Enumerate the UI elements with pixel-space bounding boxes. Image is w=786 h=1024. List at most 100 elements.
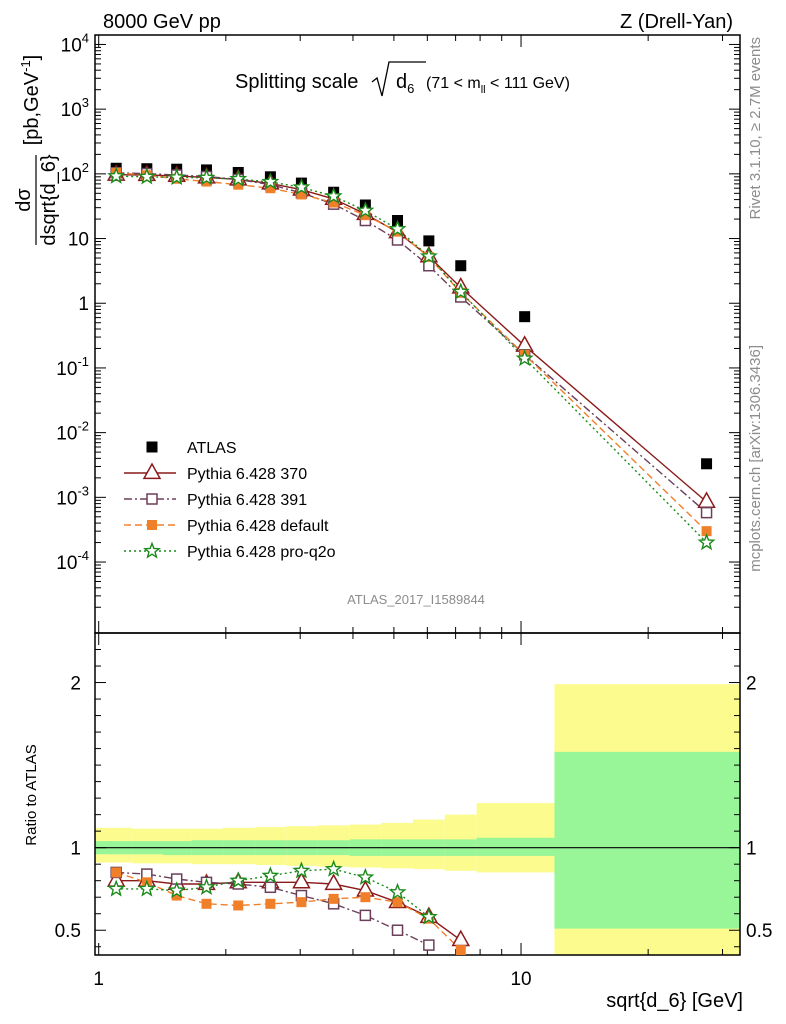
header-left: 8000 GeV pp — [103, 11, 221, 33]
legend-label-4: Pythia 6.428 pro-q2o — [187, 544, 336, 561]
main-point-series-3 — [265, 183, 276, 194]
main-point-series-4 — [261, 172, 280, 190]
ratio-point-series-2 — [360, 892, 371, 903]
main-point-series-4 — [292, 177, 311, 195]
main-point-series-4 — [388, 219, 407, 237]
main-point-series-4 — [356, 201, 375, 219]
legend-label-1: Pythia 6.428 370 — [187, 466, 307, 483]
main-ytick-label: 10-2 — [56, 419, 89, 445]
ratio-point-series-3 — [107, 879, 126, 897]
legend-label-0: ATLAS — [187, 440, 237, 457]
ratio-point-series-2 — [392, 897, 403, 908]
title-range: (71 < mll < 111 GeV) — [426, 75, 570, 96]
ratio-point-series-0 — [324, 873, 343, 891]
ratio-point-series-2 — [265, 898, 276, 909]
ratio-xlabel: sqrt{d_6} [GeV] — [606, 990, 743, 1012]
ylabel-denominator: dsqrt{d_6} — [38, 154, 60, 246]
main-point-series-3 — [296, 189, 307, 200]
main-point-series-4 — [229, 169, 248, 187]
main-point-series-1 — [697, 491, 716, 509]
legend-marker-0 — [146, 441, 158, 453]
main-series-lines — [116, 172, 708, 544]
main-ytick-label-exp: 3 — [82, 95, 89, 110]
title-range-pre: (71 < m — [426, 75, 481, 92]
total-uncertainty-band — [476, 803, 555, 873]
ratio-ylabel: Ratio to ATLAS — [23, 744, 40, 845]
ratio-point-series-3 — [137, 879, 156, 897]
main-ytick-label-exp: 2 — [82, 160, 89, 175]
title-sqrt-sub: 6 — [407, 81, 414, 96]
ratio-point-series-0 — [292, 871, 311, 889]
source-label: mcplots.cern.ch [arXiv:1306.3436] — [747, 345, 764, 572]
main-series-line-2 — [116, 172, 708, 514]
sqrt-symbol — [371, 61, 426, 97]
main-point-series-4 — [197, 168, 216, 186]
main-ytick-label: 102 — [61, 160, 89, 186]
ratio-ytick-label: 2 — [70, 674, 81, 695]
main-ytick-label: 10-1 — [56, 354, 89, 380]
main-ytick-label-exp: -3 — [77, 483, 89, 498]
legend-marker-1 — [142, 462, 162, 480]
ratio-ytick-label-right: 1 — [746, 839, 757, 860]
main-ylabel: dσ dsqrt{d_6} [pb,GeV-1] — [13, 55, 60, 246]
ratio-point-series-1 — [391, 924, 404, 936]
title-range-post: < 111 GeV) — [486, 75, 570, 92]
uncertainty-bands — [95, 684, 740, 955]
ratio-frame — [94, 632, 741, 956]
analysis-watermark: ATLAS_2017_I1589844 — [347, 592, 485, 607]
main-ytick-label-base: 10 — [61, 100, 82, 121]
main-ytick-label: 103 — [61, 95, 89, 121]
main-point-series-4 — [167, 167, 186, 186]
main-ytick-label-base: 10 — [56, 424, 77, 445]
main-ytick-label-exp: -2 — [77, 419, 89, 434]
ratio-point-series-2 — [111, 867, 122, 878]
main-point-series-3 — [360, 210, 371, 221]
title-range-sub: ll — [481, 84, 486, 96]
ratio-point-series-2 — [171, 890, 182, 901]
main-ytick-label-exp: -4 — [77, 548, 89, 563]
main-point-series-0 — [519, 311, 531, 323]
legend-marker-3 — [147, 520, 157, 530]
main-ytick-label-base: 10 — [61, 35, 82, 56]
main-ytick-label: 10-4 — [56, 548, 89, 574]
main-point-series-3 — [328, 197, 339, 208]
header-right: Z (Drell-Yan) — [620, 11, 733, 33]
rivet-version-label: Rivet 3.1.10, ≥ 2.7M events — [747, 37, 764, 220]
main-point-series-4 — [107, 166, 126, 184]
stat-uncertainty-band — [554, 751, 740, 929]
main-ytick-label: 10-3 — [56, 483, 89, 509]
main-ytick-label-base: 10 — [56, 359, 77, 380]
ratio-point-series-1 — [264, 881, 277, 894]
main-point-series-4 — [324, 186, 343, 204]
main-point-series-2 — [700, 506, 713, 519]
main-ytick-label-exp: -1 — [77, 354, 89, 369]
main-point-series-0 — [423, 235, 435, 247]
ratio-point-series-3 — [167, 881, 186, 899]
main-point-series-0 — [701, 458, 713, 470]
ratio-point-series-2 — [233, 900, 244, 911]
main-series-line-3 — [116, 172, 708, 532]
title-sqrt-content: d6 — [396, 71, 414, 96]
main-series-markers — [106, 162, 716, 551]
ratio-series-markers — [106, 859, 471, 955]
main-ytick-label-base: 10 — [56, 553, 77, 574]
main-point-series-4 — [137, 167, 156, 185]
main-ytick-label: 10 — [68, 230, 89, 251]
main-point-series-3 — [701, 526, 712, 537]
ratio-ytick-label: 0.5 — [55, 921, 81, 942]
main-ytick-label: 1 — [78, 294, 89, 315]
ratio-point-series-3 — [261, 866, 280, 884]
ylabel-unit-text: [pb,GeV — [21, 71, 43, 145]
ratio-ytick-label-right: 2 — [746, 674, 757, 695]
legend-label-2: Pythia 6.428 391 — [187, 492, 307, 509]
ratio-point-series-3 — [356, 867, 375, 886]
ratio-point-series-0 — [451, 929, 471, 947]
title-text: Splitting scale — [235, 71, 358, 93]
ylabel-unit-close: ] — [21, 55, 43, 61]
ratio-axis-ticks: 0.5 0.5 1 1 2 2 1 10 — [55, 633, 772, 990]
ratio-xtick-label: 1 — [93, 969, 104, 990]
ratio-point-series-3 — [419, 907, 438, 925]
main-point-series-4 — [515, 349, 534, 367]
